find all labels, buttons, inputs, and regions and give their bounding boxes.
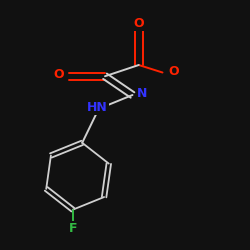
Text: N: N: [137, 87, 147, 100]
Text: F: F: [68, 222, 77, 235]
Text: HN: HN: [87, 101, 108, 114]
Text: O: O: [54, 68, 64, 82]
Text: O: O: [168, 65, 179, 78]
Text: O: O: [134, 17, 144, 30]
